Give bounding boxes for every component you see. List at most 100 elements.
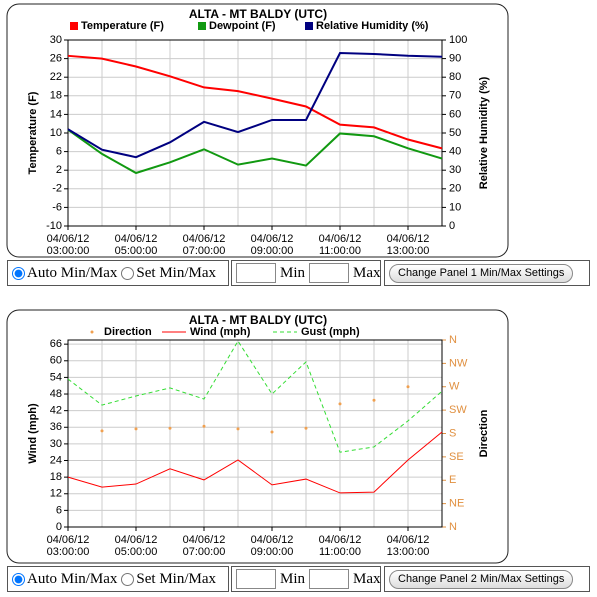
y2-tick-label: N (449, 334, 457, 346)
x-tick-label: 04/06/12 13:00:00 (387, 534, 430, 558)
auto-option[interactable]: Auto Min/Max (8, 571, 117, 588)
legend-label: Direction (104, 326, 152, 338)
y-tick-label: 48 (50, 388, 62, 400)
x-tick-label: 04/06/12 05:00:00 (115, 233, 158, 257)
direction-point (338, 402, 342, 406)
x-tick-label: 04/06/12 11:00:00 (319, 233, 362, 257)
settings-button[interactable]: Change Panel 1 Min/Max Settings (389, 263, 574, 283)
auto-radio[interactable] (12, 572, 25, 586)
min-label: Min (280, 570, 306, 587)
y2-tick-label: 30 (449, 164, 461, 176)
y2-tick-label: S (449, 427, 456, 439)
legend-marker (198, 22, 206, 30)
direction-point (372, 398, 376, 402)
direction-point (406, 385, 410, 389)
y2-tick-label: E (449, 474, 456, 486)
y2-tick-label: 20 (449, 183, 461, 195)
plot-frame (67, 39, 443, 227)
direction-point (202, 424, 206, 428)
y-tick-label: 24 (50, 454, 62, 466)
legend-label: Gust (mph) (301, 326, 360, 338)
y-tick-label: 14 (50, 108, 62, 120)
x-tick-label: 04/06/12 07:00:00 (183, 233, 226, 257)
set-radio[interactable] (121, 572, 135, 586)
set-option[interactable]: Set Min/Max (117, 265, 216, 282)
plot-frame (67, 339, 443, 528)
series-line (67, 431, 443, 494)
y2-tick-label: NE (449, 498, 464, 510)
min-input[interactable] (236, 569, 276, 589)
y2-tick-label: 10 (449, 201, 461, 213)
y2-tick-label: 50 (449, 127, 461, 139)
y-tick-label: 10 (50, 127, 62, 139)
auto-radio[interactable] (12, 266, 25, 280)
min-input[interactable] (236, 263, 276, 283)
y-tick-label: -6 (52, 201, 62, 213)
range-box: Min Max (231, 260, 381, 286)
mode-box: Auto Min/Max Set Min/Max (7, 566, 229, 592)
legend-marker (90, 330, 94, 334)
y-tick-label: -2 (52, 183, 62, 195)
legend-label: Dewpoint (F) (209, 20, 276, 32)
legend-marker (305, 22, 313, 30)
y2-tick-label: 70 (449, 90, 461, 102)
y2-tick-label: 40 (449, 146, 461, 158)
set-option[interactable]: Set Min/Max (117, 571, 216, 588)
x-tick-label: 04/06/12 07:00:00 (183, 534, 226, 558)
y2-tick-label: NW (449, 357, 468, 369)
max-input[interactable] (309, 569, 350, 589)
y2-tick-label: W (449, 381, 460, 393)
y-tick-label: 12 (50, 488, 62, 500)
x-tick-label: 04/06/12 03:00:00 (47, 233, 90, 257)
y-tick-label: 6 (56, 504, 62, 516)
y-tick-label: 66 (50, 338, 62, 350)
y2-axis-label: Direction (478, 409, 490, 457)
max-label: Max (353, 570, 381, 587)
mode-box: Auto Min/Max Set Min/Max (7, 260, 229, 286)
y2-tick-label: 100 (449, 34, 467, 46)
legend-label: Temperature (F) (81, 20, 164, 32)
max-label: Max (353, 264, 381, 281)
range-box: Min Max (231, 566, 381, 592)
max-input[interactable] (309, 263, 350, 283)
y-axis-label: Wind (mph) (27, 403, 39, 464)
button-box: Change Panel 2 Min/Max Settings (384, 566, 590, 592)
y-tick-label: 36 (50, 421, 62, 433)
y-tick-label: 2 (56, 164, 62, 176)
control-row: Auto Min/Max Set Min/Max Min Max Change … (7, 566, 592, 594)
direction-point (304, 426, 308, 430)
direction-point (134, 427, 138, 431)
y-tick-label: 0 (56, 521, 62, 533)
min-label: Min (280, 264, 306, 281)
button-box: Change Panel 1 Min/Max Settings (384, 260, 590, 286)
direction-point (100, 429, 104, 433)
legend-label: Relative Humidity (%) (316, 20, 429, 32)
x-tick-label: 04/06/12 11:00:00 (319, 534, 362, 558)
auto-label: Auto Min/Max (27, 570, 118, 587)
series-line (67, 340, 443, 453)
y2-tick-label: 60 (449, 108, 461, 120)
y-tick-label: 60 (50, 355, 62, 367)
y-axis-label: Temperature (F) (27, 91, 39, 174)
y2-tick-label: 80 (449, 71, 461, 83)
y-tick-label: -10 (46, 220, 62, 232)
settings-button[interactable]: Change Panel 2 Min/Max Settings (389, 569, 574, 589)
y2-tick-label: 0 (449, 220, 455, 232)
y-tick-label: 26 (50, 53, 62, 65)
y2-tick-label: SE (449, 451, 464, 463)
y-tick-label: 30 (50, 34, 62, 46)
y-tick-label: 22 (50, 71, 62, 83)
control-row: Auto Min/Max Set Min/Max Min Max Change … (7, 260, 592, 288)
y2-axis-label: Relative Humidity (%) (478, 76, 490, 189)
chart-title: ALTA - MT BALDY (UTC) (189, 313, 327, 327)
set-label: Set Min/Max (136, 570, 217, 587)
set-radio[interactable] (121, 266, 135, 280)
direction-point (168, 426, 172, 430)
set-label: Set Min/Max (136, 264, 217, 281)
legend-label: Wind (mph) (190, 326, 251, 338)
chart-title: ALTA - MT BALDY (UTC) (189, 7, 327, 21)
y-tick-label: 54 (50, 371, 62, 383)
auto-option[interactable]: Auto Min/Max (8, 265, 117, 282)
